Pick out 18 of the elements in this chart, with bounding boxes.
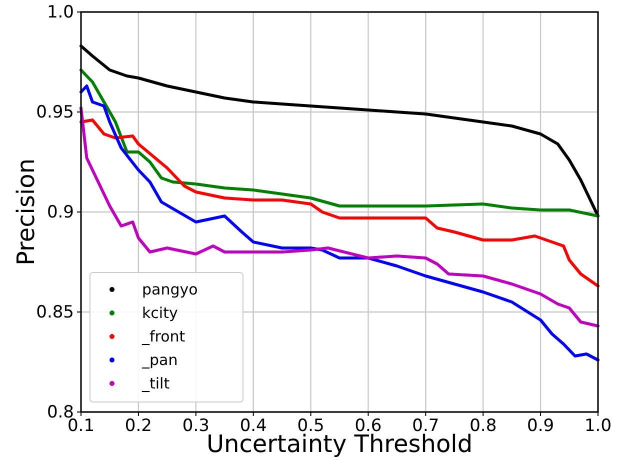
x-tick-label: 1.0 — [584, 416, 612, 436]
line-series — [80, 118, 600, 288]
y-axis-title: Precision — [12, 158, 40, 266]
legend-label: _pan — [141, 351, 178, 369]
y-tick-label: 0.85 — [36, 302, 74, 322]
y-tick-label: 0.9 — [46, 202, 74, 222]
y-tick-label: 0.95 — [36, 102, 74, 122]
line-series — [80, 106, 600, 328]
y-tick-label: 1.0 — [46, 2, 74, 22]
x-tick-label: 0.3 — [182, 416, 210, 436]
x-tick-label: 0.9 — [527, 416, 554, 436]
legend-label: kcity — [142, 304, 178, 322]
x-tick-label: 0.2 — [124, 416, 152, 436]
legend-label: _tilt — [141, 374, 170, 392]
legend-label: pangyo — [142, 280, 198, 298]
x-tick-label: 0.8 — [470, 416, 497, 436]
x-tick-label: 0.4 — [240, 416, 267, 436]
legend-label: _front — [141, 328, 186, 346]
